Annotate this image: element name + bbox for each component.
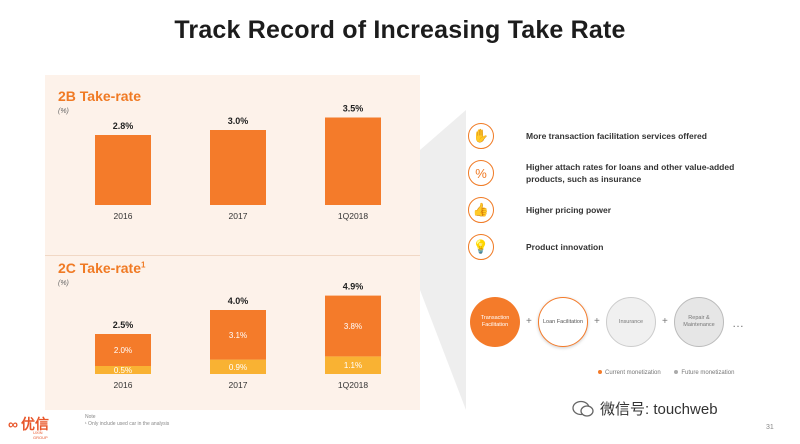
total-label: 4.0% — [228, 296, 249, 306]
hand-icon: ✋ — [468, 123, 494, 149]
bullet-text: Product innovation — [526, 242, 604, 252]
flow-transaction-facilitation: Transaction Facilitation — [470, 297, 520, 347]
bullet-item: 👍 Higher pricing power — [468, 192, 778, 228]
lightbulb-icon: 💡 — [468, 234, 494, 260]
chart-2c-title: 2C Take-rate1 — [58, 260, 146, 276]
data-label: 2.8% — [113, 121, 134, 131]
future-dot-icon — [674, 370, 679, 375]
chart-2b-unit: (%) — [58, 108, 69, 115]
chart-2c-unit: (%) — [58, 280, 69, 287]
tick-label: 2016 — [114, 380, 133, 390]
flow-repair-maintenance: Repair & Maintenance — [674, 297, 724, 347]
logo-mark-icon: ∞ — [8, 416, 18, 432]
wechat-watermark: 微信号: touchweb — [572, 398, 718, 419]
uxin-logo: ∞ 优信 UXIN GROUP — [8, 416, 49, 440]
tick-label: 2016 — [114, 211, 133, 221]
bar-2c-2016-seg1 — [95, 334, 151, 366]
segment-label: 2.0% — [114, 346, 132, 355]
tick-label: 1Q2018 — [338, 211, 369, 221]
callout-wedge — [420, 110, 466, 410]
monetization-flow: Transaction Facilitation + Loan Facilita… — [470, 297, 770, 353]
tick-label: 2017 — [229, 211, 248, 221]
percent-icon: % — [468, 160, 494, 186]
segment-label: 0.9% — [229, 363, 247, 372]
data-label: 3.5% — [343, 104, 364, 114]
total-label: 2.5% — [113, 320, 134, 330]
total-label: 4.9% — [343, 282, 364, 292]
plus-icon: + — [594, 316, 600, 327]
bullet-item: ✋ More transaction facilitation services… — [468, 118, 778, 154]
bullet-text: Higher attach rates for loans and other … — [526, 162, 735, 184]
legend-future: Future monetization — [681, 370, 735, 376]
tick-label: 1Q2018 — [338, 380, 369, 390]
segment-label: 3.8% — [344, 322, 362, 331]
bar-2c-1Q2018-seg1 — [325, 295, 381, 357]
bullet-item: % Higher attach rates for loans and othe… — [468, 155, 778, 191]
wechat-icon — [572, 400, 594, 417]
bar-2b-2016 — [95, 135, 151, 205]
data-label: 3.0% — [228, 116, 249, 126]
segment-label: 1.1% — [344, 361, 362, 370]
flow-loan-facilitation: Loan Facilitation — [538, 297, 588, 347]
legend-current: Current monetization — [605, 370, 661, 376]
plus-icon: + — [526, 316, 532, 327]
page-title: Track Record of Increasing Take Rate — [174, 16, 626, 44]
bar-2c-2016-seg0 — [95, 366, 151, 374]
flow-insurance: Insurance — [606, 297, 656, 347]
bar-2b-2017 — [210, 130, 266, 205]
bullet-text: More transaction facilitation services o… — [526, 131, 707, 141]
bar-2c-2017-seg0 — [210, 359, 266, 374]
segment-label: 0.5% — [114, 366, 132, 375]
bar-2c-2017-seg1 — [210, 310, 266, 360]
tick-label: 2017 — [229, 380, 248, 390]
flow-legend: Current monetization Future monetization — [598, 370, 734, 376]
bullet-text: Higher pricing power — [526, 205, 612, 215]
bar-2c-1Q2018-seg0 — [325, 356, 381, 374]
segment-label: 3.1% — [229, 331, 247, 340]
ellipsis-icon: … — [732, 316, 744, 330]
chart-2b-title: 2B Take-rate — [58, 88, 142, 104]
bullet-list: ✋ More transaction facilitation services… — [468, 118, 778, 266]
panel-divider — [45, 255, 420, 256]
plus-icon: + — [662, 316, 668, 327]
page-number: 31 — [766, 424, 774, 431]
bullet-item: 💡 Product innovation — [468, 229, 778, 265]
current-dot-icon — [598, 370, 602, 375]
footnote: Note ¹ Only include used car in the anal… — [85, 414, 170, 427]
bar-2b-1Q2018 — [325, 117, 381, 205]
thumbs-up-icon: 👍 — [468, 197, 494, 223]
